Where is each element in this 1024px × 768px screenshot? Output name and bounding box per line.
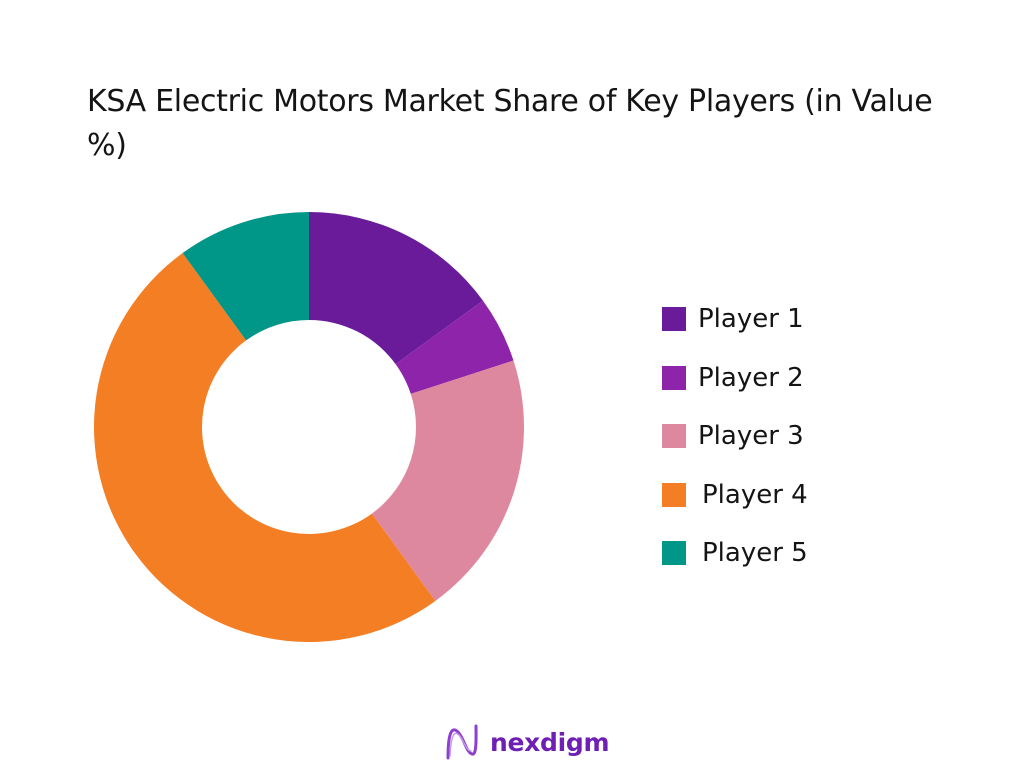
legend-label: Player 4 xyxy=(702,479,808,510)
nexdigm-wave-icon xyxy=(446,724,478,760)
nexdigm-logo: nexdigm xyxy=(444,722,610,762)
chart-title: KSA Electric Motors Market Share of Key … xyxy=(87,84,933,163)
chart-legend: Player 1 Player 2 Player 3 Player 4 Play… xyxy=(662,290,808,583)
legend-swatch xyxy=(662,482,686,507)
legend-label: Player 3 xyxy=(698,421,804,452)
legend-swatch xyxy=(662,307,686,332)
legend-label: Player 2 xyxy=(698,362,804,393)
legend-item-player-3: Player 3 xyxy=(662,407,808,466)
legend-swatch xyxy=(662,541,686,566)
donut-slice-player-5 xyxy=(182,212,309,341)
legend-item-player-5: Player 5 xyxy=(662,524,808,583)
legend-swatch xyxy=(662,365,686,390)
legend-label: Player 5 xyxy=(702,538,808,569)
donut-slice-player-3 xyxy=(371,360,525,601)
donut-slice-player-1 xyxy=(309,212,483,365)
legend-swatch xyxy=(662,424,686,449)
legend-item-player-1: Player 1 xyxy=(662,290,808,349)
logo-text: nexdigm xyxy=(490,727,610,757)
legend-item-player-2: Player 2 xyxy=(662,349,808,408)
legend-item-player-4: Player 4 xyxy=(662,466,808,525)
donut-slice-player-4 xyxy=(94,253,436,642)
donut-slice-player-2 xyxy=(395,300,514,394)
legend-label: Player 1 xyxy=(698,304,804,335)
